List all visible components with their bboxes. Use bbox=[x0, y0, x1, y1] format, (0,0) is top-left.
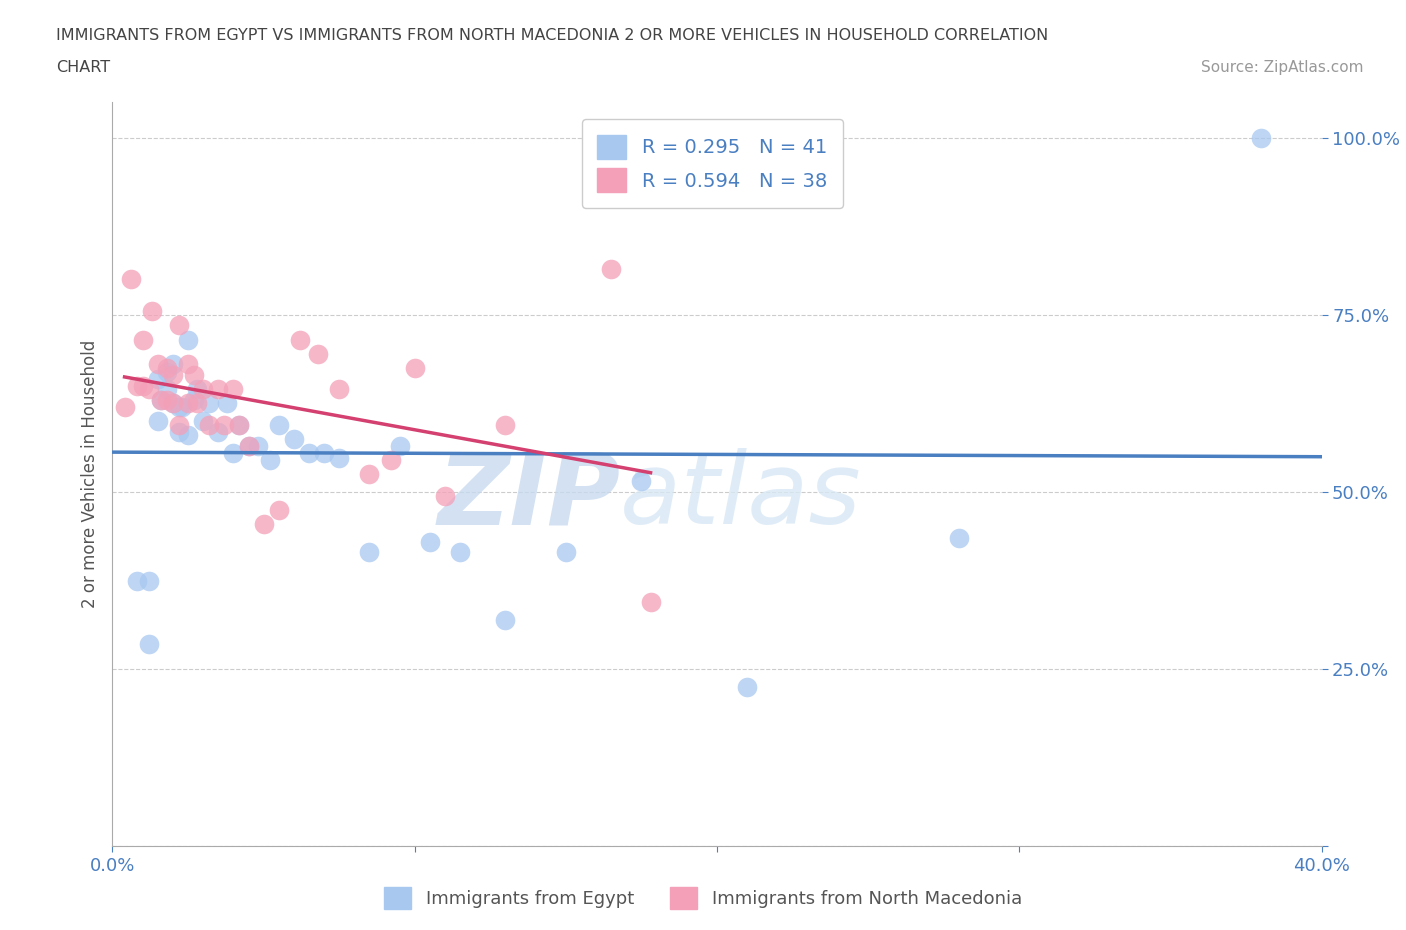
Legend: R = 0.295   N = 41, R = 0.594   N = 38: R = 0.295 N = 41, R = 0.594 N = 38 bbox=[582, 119, 842, 207]
Text: atlas: atlas bbox=[620, 448, 862, 545]
Point bbox=[191, 414, 214, 429]
Text: Source: ZipAtlas.com: Source: ZipAtlas.com bbox=[1201, 60, 1364, 75]
Point bbox=[228, 418, 250, 432]
Point bbox=[380, 453, 402, 468]
Point bbox=[167, 400, 190, 415]
Point bbox=[156, 361, 179, 376]
Point bbox=[141, 304, 163, 319]
Point bbox=[125, 379, 148, 393]
Point bbox=[177, 396, 200, 411]
Point bbox=[146, 371, 169, 386]
Text: IMMIGRANTS FROM EGYPT VS IMMIGRANTS FROM NORTH MACEDONIA 2 OR MORE VEHICLES IN H: IMMIGRANTS FROM EGYPT VS IMMIGRANTS FROM… bbox=[56, 28, 1049, 43]
Point bbox=[170, 400, 193, 415]
Point bbox=[238, 439, 260, 454]
Point bbox=[177, 428, 200, 443]
Point bbox=[222, 382, 245, 397]
Point bbox=[186, 396, 208, 411]
Point bbox=[222, 445, 245, 460]
Point bbox=[149, 392, 172, 407]
Point bbox=[288, 332, 311, 347]
Point bbox=[359, 545, 381, 560]
Point bbox=[433, 488, 456, 503]
Point bbox=[449, 545, 471, 560]
Point bbox=[207, 382, 229, 397]
Point bbox=[132, 379, 155, 393]
Point bbox=[191, 382, 214, 397]
Point bbox=[120, 272, 142, 286]
Point bbox=[162, 357, 184, 372]
Point bbox=[146, 414, 169, 429]
Point bbox=[253, 516, 276, 531]
Point bbox=[114, 400, 136, 415]
Point bbox=[737, 680, 759, 695]
Point bbox=[217, 396, 239, 411]
Point bbox=[125, 573, 148, 588]
Point bbox=[600, 261, 623, 276]
Point bbox=[162, 396, 184, 411]
Legend: Immigrants from Egypt, Immigrants from North Macedonia: Immigrants from Egypt, Immigrants from N… bbox=[377, 880, 1029, 916]
Point bbox=[156, 365, 179, 379]
Point bbox=[214, 418, 236, 432]
Text: CHART: CHART bbox=[56, 60, 110, 75]
Text: ZIP: ZIP bbox=[437, 448, 620, 545]
Y-axis label: 2 or more Vehicles in Household: 2 or more Vehicles in Household bbox=[80, 340, 98, 608]
Point bbox=[630, 474, 652, 489]
Point bbox=[198, 396, 221, 411]
Point bbox=[138, 573, 160, 588]
Point bbox=[167, 318, 190, 333]
Point bbox=[167, 418, 190, 432]
Point bbox=[149, 392, 172, 407]
Point bbox=[177, 332, 200, 347]
Point bbox=[1250, 130, 1272, 145]
Point bbox=[228, 418, 250, 432]
Point bbox=[246, 439, 269, 454]
Point bbox=[404, 361, 426, 376]
Point bbox=[183, 367, 205, 382]
Point bbox=[314, 445, 336, 460]
Point bbox=[388, 439, 411, 454]
Point bbox=[183, 392, 205, 407]
Point bbox=[198, 418, 221, 432]
Point bbox=[186, 382, 208, 397]
Point bbox=[640, 594, 662, 609]
Point bbox=[156, 392, 179, 407]
Point bbox=[298, 445, 321, 460]
Point bbox=[238, 439, 260, 454]
Point bbox=[207, 424, 229, 439]
Point bbox=[167, 424, 190, 439]
Point bbox=[259, 453, 281, 468]
Point bbox=[267, 418, 290, 432]
Point bbox=[132, 332, 155, 347]
Point bbox=[138, 637, 160, 652]
Point bbox=[495, 612, 517, 627]
Point bbox=[267, 502, 290, 517]
Point bbox=[177, 357, 200, 372]
Point bbox=[156, 382, 179, 397]
Point bbox=[948, 531, 970, 546]
Point bbox=[328, 382, 350, 397]
Point bbox=[495, 418, 517, 432]
Point bbox=[307, 346, 329, 361]
Point bbox=[283, 432, 305, 446]
Point bbox=[138, 382, 160, 397]
Point bbox=[162, 396, 184, 411]
Point bbox=[162, 367, 184, 382]
Point bbox=[359, 467, 381, 482]
Point bbox=[419, 534, 441, 549]
Point bbox=[328, 450, 350, 465]
Point bbox=[554, 545, 576, 560]
Point bbox=[146, 357, 169, 372]
